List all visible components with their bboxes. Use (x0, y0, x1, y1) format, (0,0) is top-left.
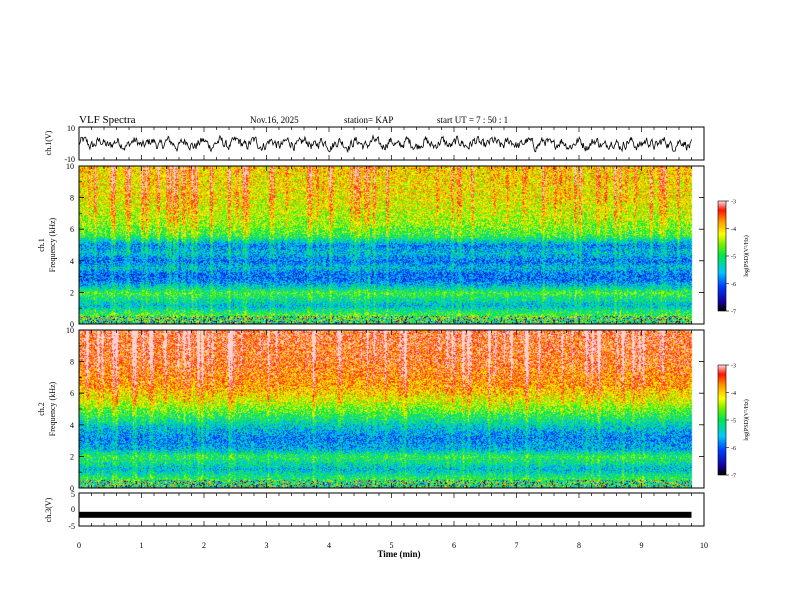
time-tick-label: 5 (390, 541, 394, 550)
ch1-tick-top: 10 (67, 124, 75, 133)
ch1-tick-bottom: -10 (64, 155, 75, 164)
colorbar-tick-label: -6 (731, 446, 736, 452)
ch3-tick-mid: 0 (71, 505, 75, 514)
time-tick-label: 10 (700, 541, 708, 550)
colorbar-tick-label: -5 (731, 419, 736, 425)
time-axis-label: Time (min) (377, 549, 420, 559)
ch2-spectrogram-panel: 0 2 4 6 8 10 ch.2 Frequency (kHz) (37, 326, 705, 493)
colorbar-tick-label: -7 (731, 310, 736, 316)
ch1-colorbar: -3 -4 -5 -6 -7 log(PSD)(V²/Hz) (717, 200, 750, 316)
ch3-ylabel: ch.3(V) (44, 497, 53, 522)
spectrogram-ytick-label: 6 (70, 225, 74, 234)
ch1-waveform-panel: 10 -10 ch.1(V) (44, 124, 705, 164)
time-tick-label: 1 (140, 541, 144, 550)
time-tick-label: 3 (265, 541, 269, 550)
date-label: Nov.16, 2025 (250, 115, 299, 125)
time-tick-label: 7 (515, 541, 519, 550)
ch1-waveform-line (78, 134, 692, 154)
spectrogram-ytick-label: 8 (70, 194, 74, 203)
ch1-spectrogram-ylabel-channel: ch.1 (37, 238, 46, 252)
ch2-spectrogram-ylabel-channel: ch.2 (37, 402, 46, 416)
spectrogram-ytick-label: 2 (70, 452, 74, 461)
ch2-colorbar: -3 -4 -5 -6 -7 log(PSD)(V²/Hz) (717, 364, 750, 480)
ch1-colorbar-label: log(PSD)(V²/Hz) (743, 235, 750, 276)
colorbar-tick-label: -5 (731, 255, 736, 261)
spectrogram-ytick-label: 10 (66, 326, 74, 335)
time-tick-label: 2 (202, 541, 206, 550)
ch1-spectrogram-ylabel-freq: Frequency (kHz) (48, 217, 57, 272)
ch3-waveform-trace (79, 511, 692, 518)
colorbar-tick-label: -7 (731, 474, 736, 480)
ch2-spectrogram-ylabel-freq: Frequency (kHz) (48, 381, 57, 436)
ch1-spectrogram-image (79, 166, 704, 324)
spectrogram-ytick-label: 4 (70, 257, 74, 266)
spectrogram-ytick-label: 2 (70, 288, 74, 297)
time-tick-label: 4 (327, 541, 331, 550)
colorbar-tick-label: -4 (731, 227, 736, 233)
time-tick-label: 9 (640, 541, 644, 550)
colorbar-tick-label: -3 (731, 364, 736, 370)
ch2-spectrogram-image (79, 330, 704, 488)
start-time-label: start UT = 7 : 50 : 1 (437, 115, 508, 125)
colorbar-tick-label: -4 (731, 391, 736, 397)
ch3-tick-bottom: -5 (68, 522, 75, 531)
spectrogram-ytick-label: 0 (70, 320, 74, 329)
ch1-ylabel: ch.1(V) (44, 130, 53, 155)
ch2-colorbar-gradient (718, 365, 726, 475)
ch3-waveform-panel: 5 0 -5 ch.3(V) (44, 490, 705, 531)
spectrogram-ytick-label: 10 (66, 162, 74, 171)
spectrogram-ytick-label: 6 (70, 389, 74, 398)
ch1-spectrogram-panel: 0 2 4 6 8 10 ch.1 Frequency (kHz) (37, 162, 705, 329)
colorbar-tick-label: -3 (731, 200, 736, 206)
time-tick-label: 8 (577, 541, 581, 550)
ch2-colorbar-label: log(PSD)(V²/Hz) (743, 399, 750, 440)
ch3-tick-top: 5 (71, 490, 75, 499)
spectrogram-ytick-label: 0 (70, 484, 74, 493)
time-tick-label: 6 (452, 541, 456, 550)
time-axis: 0 1 2 3 4 5 6 7 8 9 10 (77, 127, 708, 550)
station-label: station= KAP (344, 115, 393, 125)
spectrogram-ytick-label: 8 (70, 358, 74, 367)
colorbar-tick-label: -6 (731, 282, 736, 288)
figure-title: VLF Spectra (79, 114, 136, 126)
ch1-colorbar-gradient (718, 201, 726, 311)
spectrogram-ytick-label: 4 (70, 421, 74, 430)
time-tick-label: 0 (77, 541, 81, 550)
